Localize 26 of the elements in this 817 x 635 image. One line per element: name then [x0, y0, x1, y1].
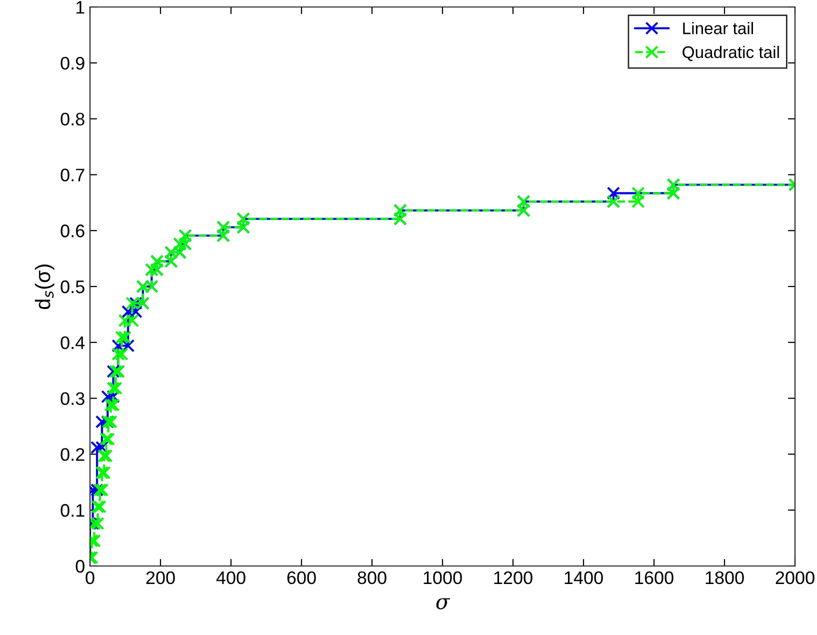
x-tick-label: 1600	[635, 571, 674, 584]
y-tick-label: 0.7	[60, 168, 84, 182]
x-tick-label: 0	[86, 571, 94, 584]
y-tick-label: 1	[76, 1, 84, 14]
x-tick-label: 2000	[776, 571, 814, 584]
y-tick-label: 0.1	[60, 504, 84, 517]
legend-label: Linear tail	[683, 22, 753, 34]
y-axis-title: d$_{s}$(σ)	[34, 264, 54, 310]
x-axis-title: σ	[436, 598, 450, 610]
y-tick-label: 0.9	[60, 56, 84, 70]
legend-label: Quadratic tail	[682, 46, 779, 62]
x-tick-label: 1400	[564, 571, 603, 584]
y-tick-label: 0.4	[60, 336, 85, 350]
x-tick-label: 1200	[494, 571, 532, 584]
x-tick-label: 400	[216, 571, 246, 584]
x-tick-label: 200	[146, 571, 175, 584]
x-tick-label: 800	[358, 571, 386, 584]
y-tick-label: 0.5	[60, 280, 84, 294]
y-tick-label: 0.6	[60, 224, 84, 238]
x-tick-label: 600	[287, 571, 316, 584]
y-tick-label: 0.3	[60, 392, 84, 406]
y-tick-label: 0	[76, 560, 84, 573]
x-tick-label: 1000	[424, 571, 462, 584]
y-tick-label: 0.8	[60, 112, 84, 126]
x-tick-label: 1800	[706, 571, 744, 584]
y-tick-label: 0.2	[60, 448, 84, 461]
